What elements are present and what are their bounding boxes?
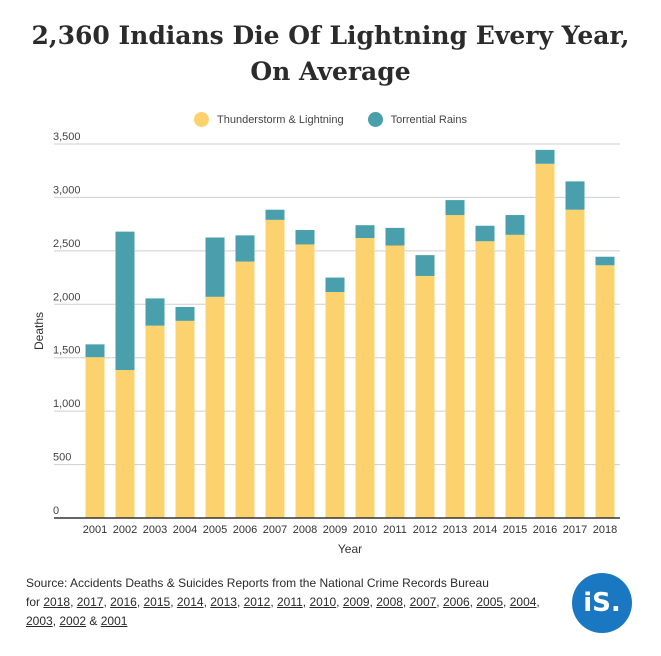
source-link-2013[interactable]: 2013: [210, 595, 237, 609]
bar-2009-torrential: [325, 277, 345, 292]
source-link-2007[interactable]: 2007: [409, 595, 437, 609]
source-links: 2018, 2017, 2016, 2015, 2014, 2013, 2012…: [26, 595, 540, 628]
y-tick-label-1000: 1,000: [53, 398, 81, 410]
bar-2003-torrential: [145, 298, 165, 326]
source-link-2008[interactable]: 2008: [376, 595, 403, 609]
bar-2005-thunderstorm: [205, 296, 225, 518]
source-link-2005[interactable]: 2005: [476, 595, 504, 609]
bar-2014-thunderstorm: [475, 241, 495, 519]
indiaspend-logo[interactable]: iS.: [572, 573, 632, 633]
bar-2002-thunderstorm: [115, 370, 135, 518]
bar-2017-torrential: [565, 181, 585, 210]
chart-title-line2: On Average: [250, 57, 411, 86]
y-tick-label-3000: 3,000: [53, 184, 81, 196]
bar-2001-thunderstorm: [85, 357, 105, 518]
legend-label-thunderstorm: Thunderstorm & Lightning: [217, 113, 344, 126]
y-tick-label-0: 0: [53, 505, 59, 517]
bar-2018-thunderstorm: [595, 265, 615, 518]
source-link-2015[interactable]: 2015: [143, 595, 171, 609]
bar-2015-thunderstorm: [505, 234, 525, 519]
x-tick-label-2008: 2008: [293, 524, 317, 536]
chart-title-line1: 2,360 Indians Die Of Lightning Every Yea…: [31, 21, 630, 50]
y-tick-label-1500: 1,500: [53, 345, 81, 357]
x-tick-label-2006: 2006: [233, 524, 257, 536]
x-tick-label-2017: 2017: [563, 524, 587, 536]
x-tick-label-2015: 2015: [503, 524, 527, 536]
source-link-2009[interactable]: 2009: [342, 595, 370, 609]
source-link-2018[interactable]: 2018: [43, 595, 71, 609]
x-tick-label-2004: 2004: [173, 524, 197, 536]
bar-2010-torrential: [355, 225, 375, 239]
source-link-2002[interactable]: 2002: [59, 614, 87, 628]
chart-legend: Thunderstorm & Lightning Torrential Rain…: [0, 112, 661, 127]
y-tick-label-2000: 2,000: [53, 291, 81, 303]
x-tick-label-2010: 2010: [353, 524, 377, 536]
x-tick-label-2012: 2012: [413, 524, 437, 536]
source-link-2017[interactable]: 2017: [76, 595, 104, 609]
legend-swatch-torrential: [367, 112, 383, 127]
bar-2012-thunderstorm: [415, 275, 435, 518]
bar-2008-thunderstorm: [295, 244, 315, 518]
x-tick-label-2013: 2013: [443, 524, 467, 536]
bar-2008-torrential: [295, 230, 315, 245]
bar-2013-torrential: [445, 200, 465, 216]
bar-2009-thunderstorm: [325, 291, 345, 518]
bar-2011-thunderstorm: [385, 245, 405, 518]
source-link-2001[interactable]: 2001: [100, 614, 128, 628]
bar-2016-thunderstorm: [535, 163, 555, 519]
bar-2003-thunderstorm: [145, 325, 165, 518]
x-tick-label-2003: 2003: [143, 524, 167, 536]
bar-2014-torrential: [475, 225, 495, 242]
bar-2010-thunderstorm: [355, 238, 375, 518]
source-for: for: [26, 595, 41, 609]
bar-2011-torrential: [385, 227, 405, 246]
source-link-2012[interactable]: 2012: [243, 595, 271, 609]
bar-2015-torrential: [505, 215, 525, 235]
y-axis-title: Deaths: [32, 312, 46, 350]
bar-2001-torrential: [85, 344, 105, 358]
stacked-bar-chart: 0 500 1,000 1,500 2,000 2,500 3,000 3,500 2001 20…: [32, 131, 620, 556]
x-tick-label-2016: 2016: [533, 524, 557, 536]
bar-2007-thunderstorm: [265, 219, 285, 518]
source-link-2014[interactable]: 2014: [176, 595, 204, 609]
bar-2006-thunderstorm: [235, 261, 255, 518]
bar-2013-thunderstorm: [445, 215, 465, 518]
source-link-2004[interactable]: 2004: [509, 595, 537, 609]
x-tick-label-2001: 2001: [83, 524, 107, 536]
bar-2007-torrential: [265, 209, 285, 220]
source-prefix: Source: Accidents Deaths & Suicides Repo…: [26, 576, 489, 590]
source-note: Source: Accidents Deaths & Suicides Repo…: [26, 574, 546, 631]
source-link-2010[interactable]: 2010: [309, 595, 337, 609]
x-tick-label-2009: 2009: [323, 524, 347, 536]
x-tick-label-2005: 2005: [203, 524, 227, 536]
x-tick-label-2014: 2014: [473, 524, 497, 536]
legend-label-torrential: Torrential Rains: [390, 113, 467, 126]
x-tick-label-2011: 2011: [383, 524, 407, 536]
bar-2017-thunderstorm: [565, 209, 585, 518]
source-link-2006[interactable]: 2006: [442, 595, 470, 609]
bar-2016-torrential: [535, 149, 555, 164]
source-link-2011[interactable]: 2011: [276, 595, 303, 609]
chart-title: 2,360 Indians Die Of Lightning Every Yea…: [0, 18, 661, 90]
bar-2012-torrential: [415, 255, 435, 276]
x-tick-label-2018: 2018: [593, 524, 617, 536]
legend-swatch-thunderstorm: [194, 112, 209, 127]
y-tick-label-3500: 3,500: [53, 131, 81, 143]
x-tick-label-2007: 2007: [263, 524, 287, 536]
bar-2004-torrential: [175, 306, 195, 321]
x-tick-label-2002: 2002: [113, 524, 137, 536]
source-link-2016[interactable]: 2016: [110, 595, 137, 609]
x-axis-title: Year: [338, 542, 362, 556]
bar-2002-torrential: [115, 231, 135, 371]
legend-item-thunderstorm: Thunderstorm & Lightning: [194, 112, 344, 127]
bar-2006-torrential: [235, 235, 255, 262]
bar-2004-thunderstorm: [175, 320, 195, 518]
y-tick-label-500: 500: [53, 452, 71, 464]
source-link-2003[interactable]: 2003: [26, 614, 53, 628]
bar-2005-torrential: [205, 237, 225, 297]
legend-item-torrential: Torrential Rains: [367, 112, 467, 127]
logo-text: iS.: [583, 588, 621, 618]
bar-2018-torrential: [595, 256, 615, 266]
y-tick-label-2500: 2,500: [53, 238, 81, 250]
